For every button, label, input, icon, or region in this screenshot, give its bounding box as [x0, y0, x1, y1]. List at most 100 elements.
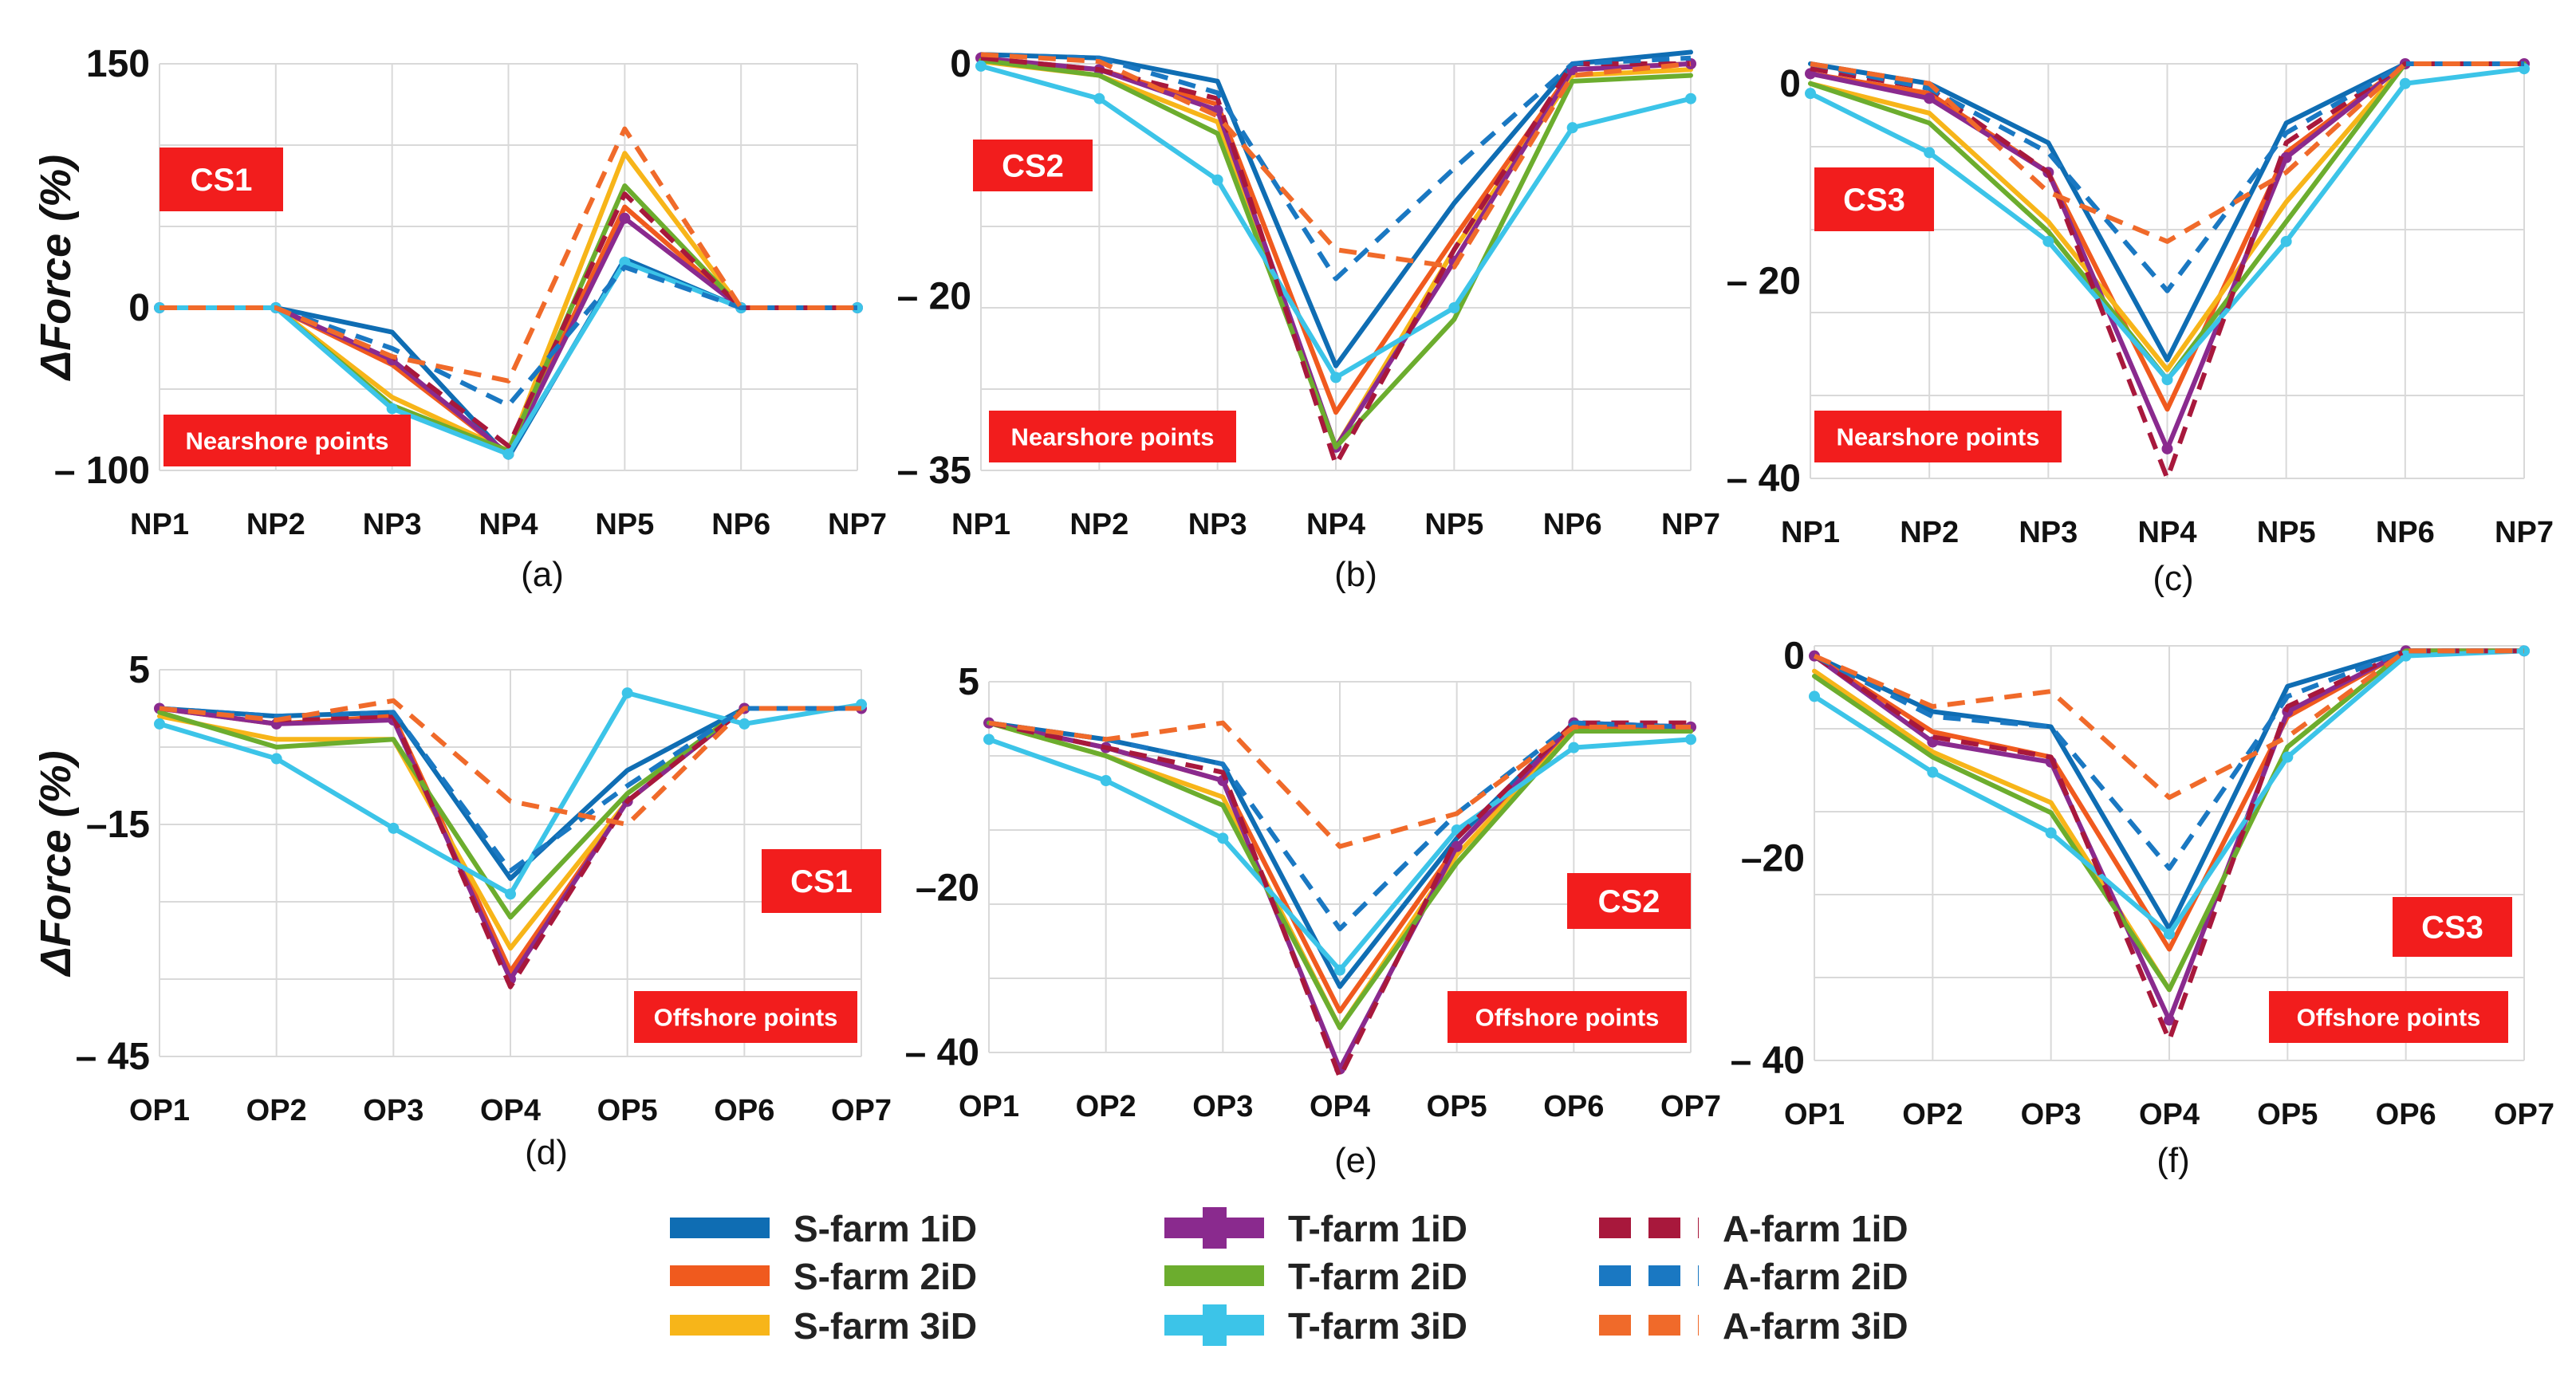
- x-tick-label: OP1: [1784, 1098, 1845, 1131]
- x-tick-label: OP7: [831, 1094, 892, 1127]
- data-point: [619, 212, 631, 224]
- data-point: [502, 448, 514, 460]
- case-tag-box: [160, 148, 283, 211]
- y-tick-label: – 20: [1727, 260, 1801, 302]
- y-tick-label: 0: [1779, 63, 1801, 105]
- data-point: [386, 403, 398, 415]
- zone-label-tag: Offshore points: [1448, 991, 1687, 1043]
- y-tick-label: – 40: [1731, 1040, 1805, 1082]
- x-tick-label: OP2: [246, 1094, 307, 1127]
- case-label-tag: CS3: [2393, 897, 2512, 957]
- x-tick-label: NP5: [2257, 516, 2316, 549]
- data-point: [1924, 92, 1936, 104]
- case-label-tag: CS3: [1814, 167, 1934, 231]
- legend-label: S-farm 3iD: [794, 1305, 977, 1347]
- data-point: [1448, 302, 1460, 313]
- zone-label-tag: Nearshore points: [989, 411, 1236, 462]
- data-point: [1211, 174, 1223, 186]
- data-point: [2161, 374, 2173, 386]
- series-line-a-farm-2id: [1813, 648, 2524, 871]
- data-point: [1566, 122, 1578, 134]
- data-point: [1093, 92, 1105, 104]
- zone-tag-box: [634, 991, 857, 1043]
- x-tick-label: OP5: [2257, 1098, 2318, 1131]
- legend-item-t-farm-3id: T-farm 3iD: [1164, 1304, 1467, 1347]
- x-tick-label: NP1: [1781, 516, 1840, 549]
- chart-panel-3: NP1 NP2 NP3 NP4 NP5 NP6 NP7 0 – 20 – 40 CS3 Nearsho…: [1727, 58, 2554, 598]
- legend: S-farm 1iD S-farm 2iD S-farm 3iD T-farm 1iD…: [670, 1207, 1908, 1347]
- y-tick-label: –20: [1741, 837, 1805, 879]
- case-label-tag: CS1: [160, 148, 283, 211]
- x-tick-label: OP7: [1660, 1090, 1721, 1123]
- y-tick-label: – 45: [76, 1036, 150, 1078]
- legend-label: T-farm 2iD: [1288, 1256, 1467, 1297]
- x-tick-label: NP7: [828, 508, 887, 541]
- zone-tag-box: [1814, 411, 2062, 462]
- chart-panel-4: OP1 OP2 OP3 OP4 OP5 OP6 OP7 5 –15 – 45 ΔForce (%) C…: [32, 649, 892, 1172]
- x-tick-label: OP4: [480, 1094, 541, 1127]
- chart-panel-6: OP1 OP2 OP3 OP4 OP5 OP6 OP7 0 –20 – 40 CS3 Offshore…: [1731, 635, 2554, 1180]
- x-tick-label: NP6: [711, 508, 770, 541]
- data-point: [1685, 92, 1696, 104]
- y-tick-label: 5: [128, 649, 150, 691]
- data-point: [2164, 928, 2175, 940]
- legend-label: T-farm 3iD: [1288, 1305, 1467, 1347]
- data-point: [1805, 88, 1816, 100]
- legend-label: T-farm 1iD: [1288, 1208, 1467, 1249]
- zone-label-tag: Offshore points: [2269, 991, 2508, 1043]
- x-tick-label: OP1: [959, 1090, 1019, 1123]
- zone-tag-text: Nearshore points: [1837, 423, 2040, 451]
- x-tick-label: OP3: [2021, 1098, 2082, 1131]
- legend-item-s-farm-3id: S-farm 3iD: [670, 1305, 977, 1347]
- y-tick-label: 150: [86, 43, 150, 85]
- data-point: [619, 256, 631, 268]
- legend-item-t-farm-2id: T-farm 2iD: [1164, 1256, 1467, 1297]
- panel-caption: (a): [521, 555, 564, 594]
- data-point: [2042, 235, 2054, 247]
- series-line-a-farm-3id: [980, 52, 1692, 269]
- zone-tag-text: Nearshore points: [1011, 423, 1215, 451]
- zone-tag-box: [1448, 991, 1687, 1043]
- y-tick-label: 0: [1783, 635, 1805, 678]
- zone-tag-text: Offshore points: [1475, 1004, 1660, 1032]
- y-tick-label: – 40: [905, 1032, 979, 1074]
- case-tag-box: [762, 849, 881, 913]
- case-tag-text: CS1: [790, 864, 853, 899]
- legend-label: S-farm 2iD: [794, 1256, 977, 1297]
- x-tick-label: NP1: [951, 508, 1010, 541]
- zone-label-tag: Nearshore points: [1814, 411, 2062, 462]
- series-line-a-farm-3id: [988, 720, 1691, 849]
- data-point: [1334, 964, 1345, 976]
- data-point: [1330, 372, 1341, 384]
- legend-item-a-farm-3id: A-farm 3iD: [1599, 1305, 1908, 1347]
- x-tick-label: OP6: [714, 1094, 774, 1127]
- data-point: [2400, 650, 2412, 662]
- case-label-tag: CS1: [762, 849, 881, 913]
- data-point: [2399, 77, 2411, 89]
- x-tick-label: NP4: [479, 508, 538, 541]
- y-tick-label: – 35: [897, 450, 971, 492]
- series-line-a-farm-3id: [159, 698, 861, 827]
- x-tick-label: OP2: [1076, 1090, 1136, 1123]
- y-tick-label: 0: [128, 287, 150, 329]
- legend-label: S-farm 1iD: [794, 1208, 977, 1249]
- x-tick-label: NP2: [1900, 516, 1959, 549]
- x-tick-label: NP2: [1069, 508, 1128, 541]
- case-tag-text: CS2: [1002, 149, 1064, 184]
- x-tick-label: NP4: [1306, 508, 1365, 541]
- data-point: [154, 718, 165, 730]
- case-tag-box: [1814, 167, 1934, 231]
- x-tick-label: OP6: [1543, 1090, 1604, 1123]
- x-tick-label: OP6: [2376, 1098, 2436, 1131]
- zone-tag-box: [989, 411, 1236, 462]
- zone-tag-text: Offshore points: [2297, 1004, 2481, 1032]
- series-line-a-farm-1id: [988, 720, 1691, 1080]
- panel-caption: (e): [1334, 1141, 1377, 1180]
- x-tick-label: OP3: [1192, 1090, 1253, 1123]
- legend-item-a-farm-1id: A-farm 1iD: [1599, 1208, 1908, 1249]
- data-point: [388, 822, 400, 834]
- case-tag-text: CS3: [1843, 183, 1905, 218]
- panel-caption: (c): [2153, 559, 2193, 598]
- series-line-a-farm-2id: [1810, 61, 2524, 293]
- data-point: [2282, 751, 2294, 763]
